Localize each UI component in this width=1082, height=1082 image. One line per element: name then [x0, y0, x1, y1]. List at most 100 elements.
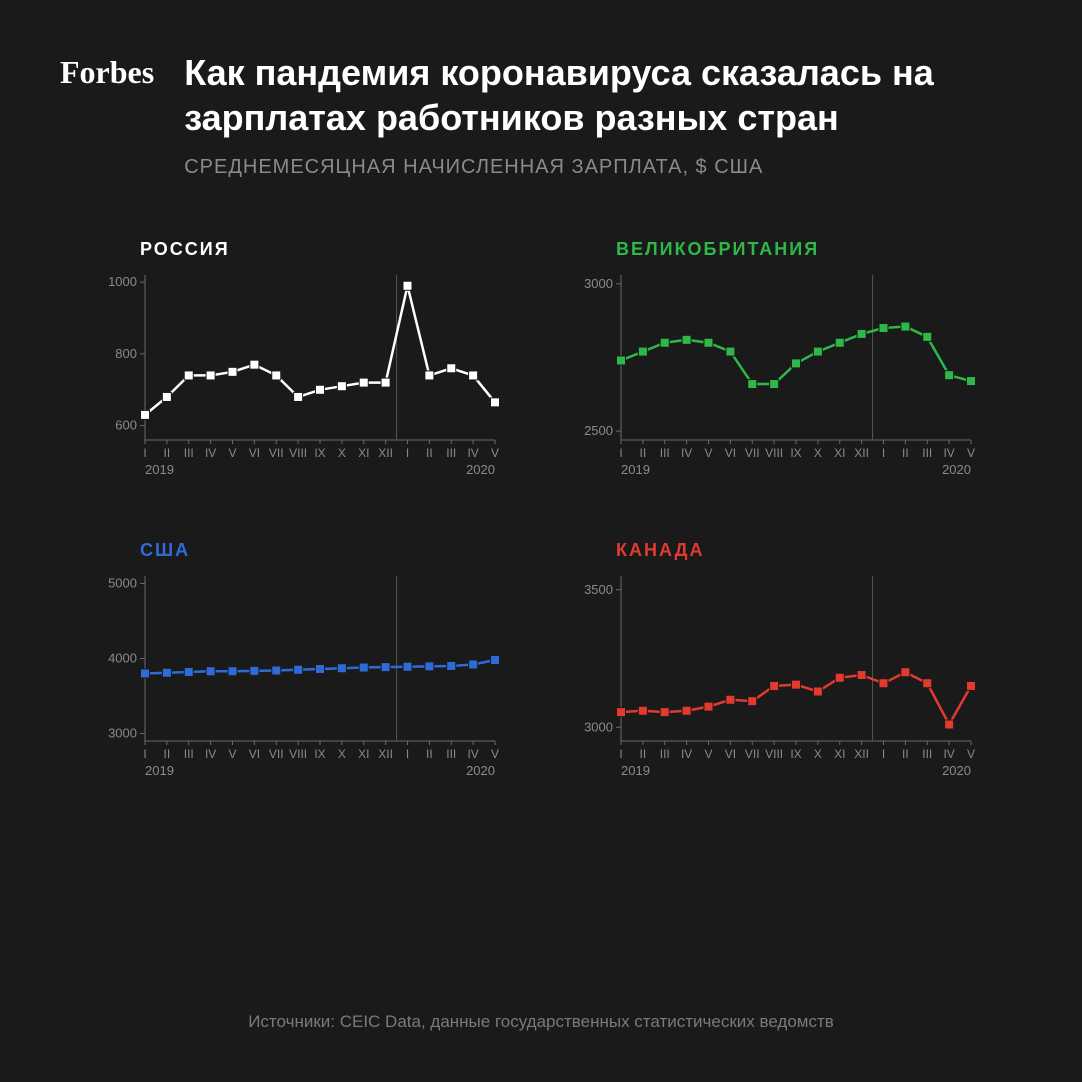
chart-marker — [184, 668, 193, 677]
chart-line — [621, 327, 971, 384]
y-tick-label: 4000 — [108, 651, 137, 666]
chart-marker — [447, 662, 456, 671]
chart-marker — [447, 364, 456, 373]
chart-marker — [228, 367, 237, 376]
x-tick-label: IV — [681, 446, 692, 460]
chart-marker — [967, 682, 976, 691]
chart-marker — [250, 666, 259, 675]
charts-grid: РОССИЯ6008001000IIIIIIIVVVIVIIVIIIIXXXIX… — [60, 239, 1022, 781]
y-tick-label: 3000 — [584, 719, 613, 734]
y-tick-label: 1000 — [108, 274, 137, 289]
chart-marker — [638, 347, 647, 356]
chart-marker — [403, 281, 412, 290]
chart-marker — [206, 667, 215, 676]
x-tick-label: II — [426, 446, 433, 460]
x-tick-label: III — [922, 747, 932, 761]
x-tick-label: I — [406, 747, 409, 761]
chart-marker — [381, 663, 390, 672]
chart-marker — [682, 706, 691, 715]
x-tick-label: III — [446, 747, 456, 761]
chart-marker — [748, 697, 757, 706]
chart-marker — [726, 695, 735, 704]
chart-marker — [425, 371, 434, 380]
x-tick-label: III — [184, 747, 194, 761]
chart-marker — [748, 380, 757, 389]
x-tick-label: II — [902, 446, 909, 460]
x-tick-label: VI — [249, 747, 260, 761]
chart-marker — [469, 371, 478, 380]
x-tick-label: IX — [314, 747, 325, 761]
x-tick-label: VIII — [289, 446, 307, 460]
x-tick-label: XI — [358, 747, 369, 761]
x-tick-label: II — [640, 747, 647, 761]
chart-marker — [638, 706, 647, 715]
chart-marker — [967, 377, 976, 386]
chart-marker — [206, 371, 215, 380]
x-tick-label: XI — [834, 446, 845, 460]
chart-marker — [162, 392, 171, 401]
x-tick-label: IX — [314, 446, 325, 460]
x-tick-label: VII — [745, 446, 760, 460]
chart-marker — [857, 671, 866, 680]
x-tick-label: III — [446, 446, 456, 460]
x-tick-label: V — [967, 747, 975, 761]
chart-marker — [403, 662, 412, 671]
chart-svg: 300040005000IIIIIIIVVVIVIIVIIIIXXXIXIIII… — [100, 571, 500, 781]
chart-marker — [141, 669, 150, 678]
chart-panel: ВЕЛИКОБРИТАНИЯ25003000IIIIIIIVVVIVIIVIII… — [576, 239, 982, 480]
chart-marker — [923, 332, 932, 341]
x-tick-label: XII — [854, 446, 869, 460]
x-tick-label: IV — [943, 446, 954, 460]
x-tick-label: IV — [205, 446, 216, 460]
chart-marker — [835, 673, 844, 682]
chart-marker — [228, 667, 237, 676]
year-label-left: 2019 — [145, 462, 174, 477]
chart-title: КАНАДА — [576, 540, 982, 561]
year-label-right: 2020 — [466, 763, 495, 778]
chart-marker — [491, 656, 500, 665]
y-tick-label: 3500 — [584, 582, 613, 597]
chart-marker — [184, 371, 193, 380]
chart-marker — [660, 338, 669, 347]
x-tick-label: VIII — [765, 446, 783, 460]
chart-marker — [945, 371, 954, 380]
year-label-right: 2020 — [942, 462, 971, 477]
x-tick-label: I — [406, 446, 409, 460]
x-tick-label: II — [164, 446, 171, 460]
chart-marker — [491, 398, 500, 407]
chart-panel: КАНАДА30003500IIIIIIIVVVIVIIVIIIIXXXIXII… — [576, 540, 982, 781]
page-title: Как пандемия коронавируса сказалась на з… — [184, 50, 1022, 140]
x-tick-label: III — [922, 446, 932, 460]
x-tick-label: X — [338, 446, 346, 460]
chart-marker — [792, 359, 801, 368]
chart-marker — [359, 378, 368, 387]
y-tick-label: 2500 — [584, 423, 613, 438]
chart-marker — [901, 322, 910, 331]
chart-marker — [660, 708, 669, 717]
x-tick-label: III — [660, 747, 670, 761]
x-tick-label: I — [882, 446, 885, 460]
x-tick-label: V — [704, 446, 712, 460]
x-tick-label: IV — [467, 747, 478, 761]
y-tick-label: 600 — [115, 418, 137, 433]
chart-marker — [469, 660, 478, 669]
chart-svg: 6008001000IIIIIIIVVVIVIIVIIIIXXXIXIIIIII… — [100, 270, 500, 480]
chart-marker — [813, 347, 822, 356]
chart-svg: 25003000IIIIIIIVVVIVIIVIIIIXXXIXIIIIIIII… — [576, 270, 976, 480]
page-subtitle: СРЕДНЕМЕСЯЦНАЯ НАЧИСЛЕННАЯ ЗАРПЛАТА, $ С… — [184, 156, 1022, 179]
chart-marker — [141, 410, 150, 419]
chart-marker — [770, 682, 779, 691]
x-tick-label: V — [704, 747, 712, 761]
chart-title: ВЕЛИКОБРИТАНИЯ — [576, 239, 982, 260]
chart-marker — [813, 687, 822, 696]
x-tick-label: VII — [745, 747, 760, 761]
chart-marker — [162, 668, 171, 677]
chart-marker — [337, 382, 346, 391]
x-tick-label: V — [967, 446, 975, 460]
chart-marker — [617, 356, 626, 365]
x-tick-label: I — [619, 747, 622, 761]
x-tick-label: I — [882, 747, 885, 761]
chart-marker — [857, 329, 866, 338]
x-tick-label: VII — [269, 446, 284, 460]
x-tick-label: II — [902, 747, 909, 761]
